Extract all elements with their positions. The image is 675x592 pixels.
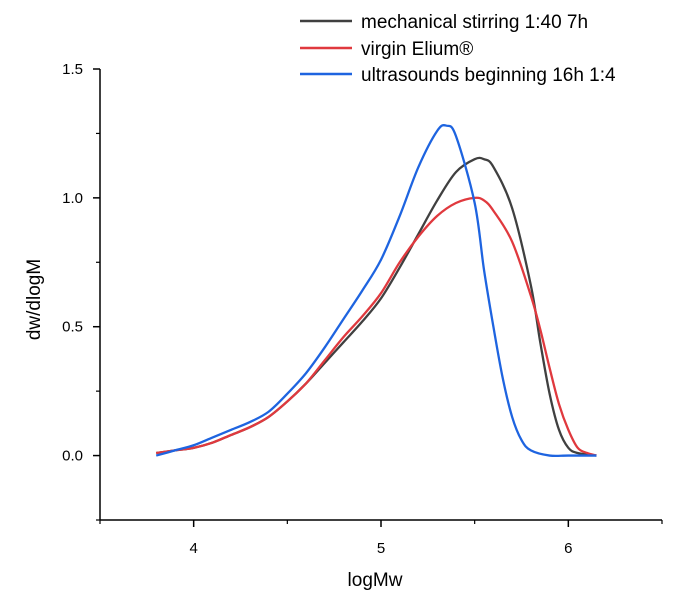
y-axis-label: dw/dlogM: [24, 259, 45, 340]
legend-label-3: ultrasounds beginning 16h 1:4: [361, 65, 616, 86]
series-line-1: [156, 156, 597, 457]
x-tick-label: 4: [189, 540, 197, 557]
y-tick-label: 1.5: [62, 61, 83, 78]
y-tick-label: 0.0: [62, 448, 83, 465]
x-axis-label: logMw: [348, 570, 403, 591]
series-line-2: [156, 196, 597, 457]
series-line-3: [155, 123, 597, 458]
ticks: 4 5 6 0.0 0.5 1.0 1.5: [62, 61, 663, 557]
x-tick-label: 5: [377, 540, 385, 557]
legend: mechanical stirring 1:40 7h virgin Elium®…: [300, 12, 616, 86]
series-group: [155, 123, 597, 458]
x-tick-label: 6: [564, 540, 572, 557]
y-tick-label: 0.5: [62, 319, 83, 336]
y-tick-label: 1.0: [62, 190, 83, 207]
legend-label-1: mechanical stirring 1:40 7h: [361, 12, 588, 33]
legend-label-2: virgin Elium®: [361, 39, 473, 60]
